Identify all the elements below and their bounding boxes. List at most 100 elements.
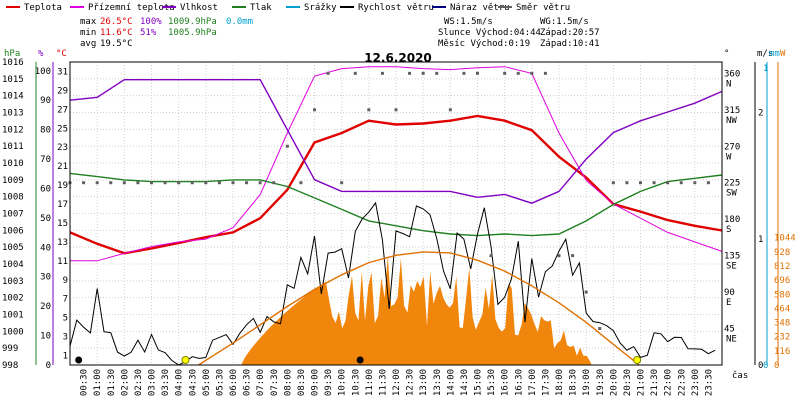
tick-hpa: 1016 [2, 58, 24, 68]
tick-dir: 315 [724, 106, 740, 116]
tick-ms: 1 [758, 235, 763, 245]
sunset-marker [633, 356, 642, 364]
x-tick-label: 21:00 [637, 369, 647, 396]
tick-pct: 0 [46, 361, 51, 371]
tick-temp: 27 [57, 105, 68, 115]
wind-direction-point [557, 254, 561, 258]
wind-direction-point [679, 181, 683, 185]
stat-value: max [80, 17, 97, 27]
x-tick-label: 08:00 [283, 369, 293, 396]
series-line-slunce [198, 251, 640, 366]
legend-label: Směr větru [516, 3, 570, 13]
tick-hpa: 1000 [2, 327, 24, 337]
wind-direction-point [204, 181, 208, 185]
tick-dir: 225 [724, 179, 740, 189]
x-tick-label: 11:30 [378, 369, 388, 396]
wind-direction-point [503, 71, 507, 75]
tick-dir-name: NW [726, 116, 737, 126]
axis-w-label: W [780, 49, 786, 59]
wind-direction-point [706, 181, 710, 185]
x-tick-label: 09:30 [324, 369, 334, 396]
chart-title: 12.6.2020 [364, 51, 432, 65]
wind-direction-point [421, 71, 425, 75]
x-tick-label: 08:30 [297, 369, 307, 396]
tick-hpa: 1009 [2, 176, 24, 186]
wind-direction-point [367, 108, 371, 112]
wind-direction-point [435, 71, 439, 75]
wind-direction-point [82, 181, 86, 185]
tick-temp: 23 [57, 143, 68, 153]
x-axis-label: čas [732, 370, 748, 381]
wind-direction-point [109, 181, 113, 185]
wind-direction-point [285, 144, 289, 148]
stat-moon: Měsíc Východ:0:19 [438, 39, 530, 49]
tick-temp: 9 [63, 276, 68, 286]
tick-hpa: 1005 [2, 243, 24, 253]
stat-value: 26.5°C [100, 17, 133, 27]
x-tick-label: 10:30 [351, 369, 361, 396]
wind-direction-point [476, 71, 479, 75]
stat-value: 51% [140, 28, 157, 38]
tick-dir: 45 [724, 325, 735, 335]
x-tick-label: 20:30 [623, 369, 633, 396]
wind-direction-point [258, 181, 262, 185]
x-tick-label: 02:30 [134, 369, 144, 396]
wind-direction-point [340, 181, 344, 185]
tick-temp: 19 [57, 181, 68, 191]
series-lines [68, 66, 723, 366]
axes: hPa% °C9989991000100110021003100410051006… [2, 49, 796, 396]
plot-frame [69, 61, 723, 366]
radiation-area [241, 255, 592, 365]
wind-direction-point [231, 181, 235, 185]
x-tick-label: 01:00 [93, 369, 103, 396]
wind-direction-point [163, 181, 167, 185]
legend-label: Teplota [24, 3, 62, 13]
x-tick-label: 03:30 [161, 369, 171, 396]
tick-hpa: 998 [2, 361, 18, 371]
x-tick-label: 14:30 [460, 369, 470, 396]
legend: Teplota Přízemní teplota Vlhkost Tlak Srážky… [6, 3, 570, 13]
tick-hpa: 1003 [2, 277, 24, 287]
x-tick-label: 04:00 [175, 369, 185, 396]
tick-pct: 20 [40, 302, 51, 312]
tick-dir: 270 [724, 142, 740, 152]
stat-value: 0.0mm [226, 17, 253, 27]
tick-temp: 5 [63, 314, 68, 324]
x-tick-label: 22:30 [677, 369, 687, 396]
stat-value: 19.5°C [100, 39, 133, 49]
wind-direction-point [150, 181, 153, 185]
x-tick-label: 10:00 [338, 369, 348, 396]
x-tick-label: 22:00 [664, 369, 674, 396]
stat-ws: WS:1.5m/s [444, 17, 493, 27]
tick-dir-name: SE [726, 262, 737, 272]
tick-temp: 17 [57, 200, 68, 210]
wind-direction-point [95, 181, 99, 185]
wind-direction-point [245, 181, 249, 185]
wind-direction-point [693, 181, 697, 185]
wind-direction-point [177, 181, 181, 185]
wind-direction-point [462, 71, 466, 75]
x-tick-label: 06:00 [229, 369, 239, 396]
wind-direction-point [571, 254, 575, 258]
tick-pct: 40 [40, 243, 51, 253]
tick-pct: 30 [40, 273, 51, 283]
wind-direction-point [313, 108, 316, 112]
x-tick-label: 23:30 [704, 369, 714, 396]
x-tick-label: 16:00 [501, 369, 511, 396]
wind-direction-point [326, 71, 330, 75]
x-tick-label: 15:30 [487, 369, 497, 396]
tick-w: 812 [774, 262, 790, 272]
tick-dir: 135 [724, 252, 740, 262]
stat-value: avg [80, 39, 96, 49]
tick-ms: 2 [758, 109, 763, 119]
wind-direction-point [530, 71, 534, 75]
tick-w: 0 [774, 361, 779, 371]
tick-w: 116 [774, 347, 790, 357]
series-line-vlhkost [69, 79, 723, 204]
tick-temp: 31 [57, 67, 68, 77]
wind-direction-point [353, 71, 357, 75]
x-tick-label: 13:00 [419, 369, 429, 396]
tick-pct: 70 [40, 155, 51, 165]
wind-direction-point [611, 181, 615, 185]
wind-direction-point [448, 108, 452, 112]
